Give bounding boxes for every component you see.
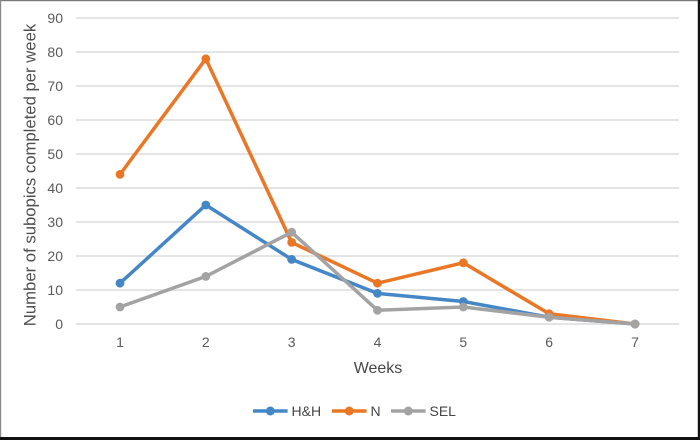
svg-text:80: 80 xyxy=(47,44,63,60)
svg-text:N: N xyxy=(371,403,381,419)
svg-text:40: 40 xyxy=(47,180,63,196)
svg-text:50: 50 xyxy=(47,146,63,162)
svg-text:3: 3 xyxy=(288,334,296,350)
svg-text:5: 5 xyxy=(459,334,467,350)
svg-text:SEL: SEL xyxy=(430,403,457,419)
svg-text:90: 90 xyxy=(47,10,63,26)
svg-text:60: 60 xyxy=(47,112,63,128)
svg-text:2: 2 xyxy=(202,334,210,350)
svg-text:20: 20 xyxy=(47,248,63,264)
svg-text:4: 4 xyxy=(374,334,382,350)
svg-text:7: 7 xyxy=(631,334,639,350)
svg-text:Number of subopics completed p: Number of subopics completed per week xyxy=(21,23,40,326)
svg-text:Weeks: Weeks xyxy=(354,360,403,377)
svg-text:6: 6 xyxy=(545,334,553,350)
svg-text:0: 0 xyxy=(55,316,63,332)
svg-text:10: 10 xyxy=(47,282,63,298)
svg-text:1: 1 xyxy=(116,334,124,350)
svg-text:30: 30 xyxy=(47,214,63,230)
svg-text:70: 70 xyxy=(47,78,63,94)
svg-text:H&H: H&H xyxy=(292,403,322,419)
